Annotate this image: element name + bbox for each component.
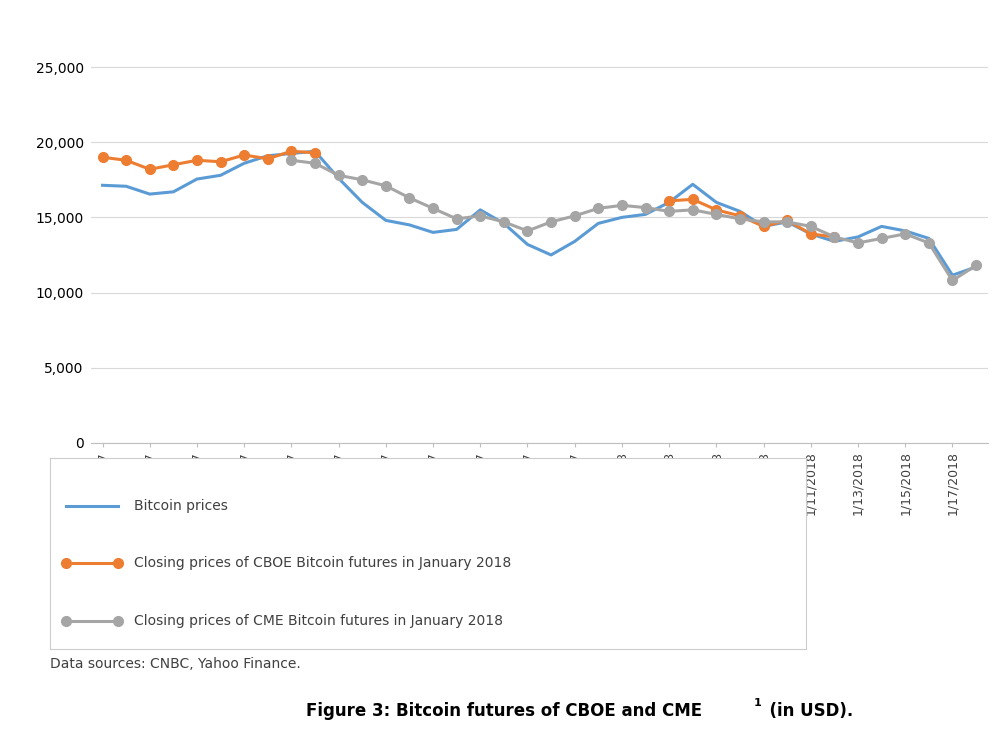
Closing prices of CME Bitcoin futures in January 2018	[616, 201, 628, 210]
Bitcoin prices	[120, 182, 132, 190]
Bitcoin prices	[947, 271, 959, 280]
Bitcoin prices	[922, 234, 934, 243]
Text: (in USD).: (in USD).	[758, 702, 853, 720]
Bitcoin prices	[852, 232, 864, 241]
Bitcoin prices	[308, 147, 321, 156]
Closing prices of CBOE Bitcoin futures in January 2018	[144, 165, 156, 173]
Closing prices of CME Bitcoin futures in January 2018	[498, 218, 510, 227]
Bitcoin prices	[804, 230, 816, 238]
Closing prices of CME Bitcoin futures in January 2018	[922, 238, 934, 247]
Bitcoin prices	[356, 198, 368, 207]
Closing prices of CME Bitcoin futures in January 2018	[427, 204, 439, 213]
Line: Closing prices of CME Bitcoin futures in January 2018: Closing prices of CME Bitcoin futures in…	[286, 156, 981, 286]
Closing prices of CME Bitcoin futures in January 2018	[852, 238, 864, 247]
Text: Figure 3: Bitcoin futures of CBOE and CME: Figure 3: Bitcoin futures of CBOE and CM…	[306, 702, 702, 720]
Bitcoin prices	[545, 250, 557, 259]
Closing prices of CME Bitcoin futures in January 2018	[829, 232, 841, 241]
Bitcoin prices	[427, 228, 439, 237]
Bitcoin prices	[521, 240, 533, 249]
Closing prices of CME Bitcoin futures in January 2018	[380, 182, 392, 190]
Closing prices of CBOE Bitcoin futures in January 2018	[97, 153, 109, 162]
Bitcoin prices	[380, 216, 392, 225]
Closing prices of CBOE Bitcoin futures in January 2018	[167, 160, 179, 169]
Closing prices of CME Bitcoin futures in January 2018	[804, 222, 816, 231]
Text: Bitcoin prices: Bitcoin prices	[133, 499, 228, 512]
Closing prices of CME Bitcoin futures in January 2018	[451, 215, 463, 224]
Closing prices of CME Bitcoin futures in January 2018	[356, 176, 368, 184]
Bitcoin prices	[474, 205, 486, 214]
Bitcoin prices	[639, 210, 651, 218]
Bitcoin prices	[734, 207, 746, 215]
Bitcoin prices	[569, 237, 581, 246]
Closing prices of CME Bitcoin futures in January 2018	[758, 218, 770, 227]
Bitcoin prices	[238, 159, 250, 168]
Bitcoin prices	[451, 225, 463, 234]
Closing prices of CBOE Bitcoin futures in January 2018	[308, 148, 321, 157]
Closing prices of CBOE Bitcoin futures in January 2018	[215, 157, 227, 166]
Bitcoin prices	[262, 151, 274, 160]
Closing prices of CME Bitcoin futures in January 2018	[285, 156, 297, 165]
Closing prices of CME Bitcoin futures in January 2018	[545, 218, 557, 227]
Closing prices of CBOE Bitcoin futures in January 2018	[238, 151, 250, 159]
Bitcoin prices	[663, 198, 675, 207]
Bitcoin prices	[215, 171, 227, 180]
Bitcoin prices	[167, 187, 179, 196]
Closing prices of CBOE Bitcoin futures in January 2018	[262, 154, 274, 163]
Line: Closing prices of CBOE Bitcoin futures in January 2018: Closing prices of CBOE Bitcoin futures i…	[98, 146, 320, 174]
Text: Closing prices of CME Bitcoin futures in January 2018: Closing prices of CME Bitcoin futures in…	[133, 614, 503, 627]
Bitcoin prices	[144, 190, 156, 199]
Closing prices of CME Bitcoin futures in January 2018	[308, 159, 321, 168]
Closing prices of CME Bitcoin futures in January 2018	[781, 218, 793, 227]
Closing prices of CME Bitcoin futures in January 2018	[333, 171, 345, 180]
Closing prices of CME Bitcoin futures in January 2018	[569, 212, 581, 221]
Closing prices of CME Bitcoin futures in January 2018	[521, 227, 533, 235]
Bitcoin prices	[97, 181, 109, 190]
Closing prices of CME Bitcoin futures in January 2018	[876, 234, 888, 243]
Closing prices of CME Bitcoin futures in January 2018	[639, 203, 651, 212]
Text: Data sources: CNBC, Yahoo Finance.: Data sources: CNBC, Yahoo Finance.	[50, 657, 301, 671]
Bitcoin prices	[876, 222, 888, 231]
Bitcoin prices	[970, 263, 982, 272]
Closing prices of CME Bitcoin futures in January 2018	[711, 210, 723, 218]
Closing prices of CBOE Bitcoin futures in January 2018	[285, 147, 297, 156]
Closing prices of CBOE Bitcoin futures in January 2018	[191, 156, 203, 165]
Text: 1: 1	[754, 697, 762, 708]
Bitcoin prices	[781, 218, 793, 227]
Closing prices of CME Bitcoin futures in January 2018	[899, 230, 911, 238]
Bitcoin prices	[593, 219, 605, 228]
Bitcoin prices	[191, 175, 203, 184]
Closing prices of CME Bitcoin futures in January 2018	[663, 207, 675, 215]
Bitcoin prices	[616, 213, 628, 222]
Text: Closing prices of CBOE Bitcoin futures in January 2018: Closing prices of CBOE Bitcoin futures i…	[133, 556, 511, 570]
Closing prices of CME Bitcoin futures in January 2018	[734, 215, 746, 224]
Line: Bitcoin prices: Bitcoin prices	[103, 151, 976, 275]
Closing prices of CME Bitcoin futures in January 2018	[593, 204, 605, 213]
Closing prices of CME Bitcoin futures in January 2018	[947, 276, 959, 285]
Closing prices of CME Bitcoin futures in January 2018	[970, 261, 982, 270]
Bitcoin prices	[899, 227, 911, 235]
Bitcoin prices	[333, 174, 345, 183]
Bitcoin prices	[711, 198, 723, 207]
Bitcoin prices	[758, 222, 770, 231]
Bitcoin prices	[285, 149, 297, 158]
Bitcoin prices	[686, 180, 699, 189]
Bitcoin prices	[403, 221, 415, 230]
Closing prices of CME Bitcoin futures in January 2018	[403, 193, 415, 202]
Closing prices of CME Bitcoin futures in January 2018	[474, 212, 486, 221]
Bitcoin prices	[498, 219, 510, 228]
Bitcoin prices	[829, 237, 841, 246]
Closing prices of CBOE Bitcoin futures in January 2018	[120, 156, 132, 165]
Closing prices of CME Bitcoin futures in January 2018	[686, 205, 699, 214]
